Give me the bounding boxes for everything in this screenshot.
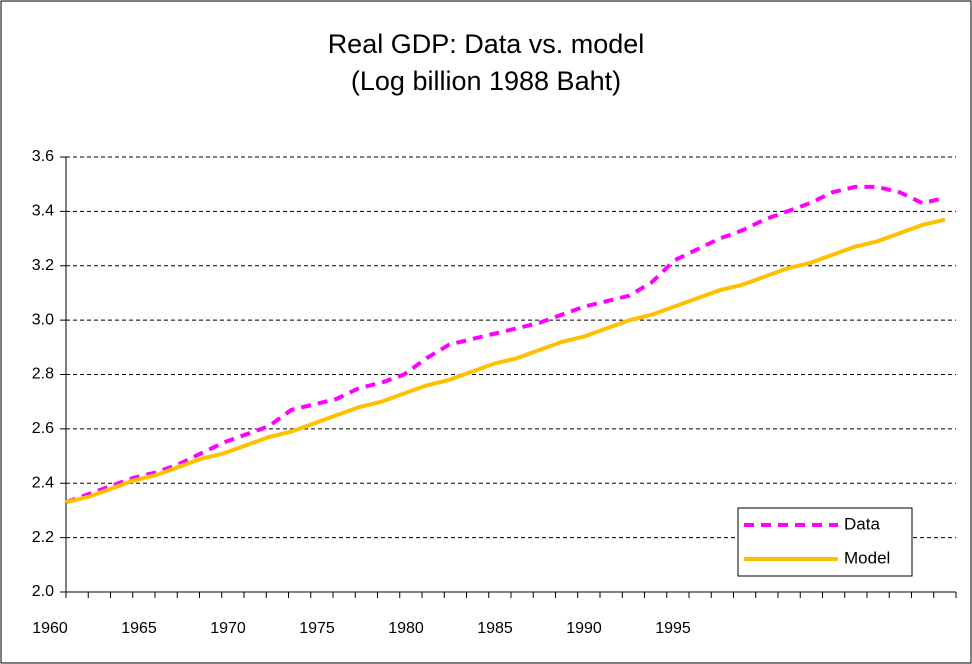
y-tick-label: 2.2 [32, 529, 54, 546]
y-tick-label: 3.4 [32, 203, 54, 220]
y-tick-label: 2.8 [32, 366, 54, 383]
y-tick-label: 2.4 [32, 474, 54, 491]
chart-subtitle: (Log billion 1988 Baht) [351, 66, 621, 96]
y-tick-label: 3.0 [32, 311, 54, 328]
y-tick-label: 3.6 [32, 148, 54, 165]
y-tick-label: 2.0 [32, 583, 54, 600]
x-tick-label: 1965 [121, 620, 157, 637]
x-tick-label: 1975 [299, 620, 335, 637]
chart-title: Real GDP: Data vs. model [328, 29, 645, 59]
y-tick-label: 2.6 [32, 420, 54, 437]
x-tick-label: 1985 [477, 620, 513, 637]
x-tick-label: 1960 [32, 620, 68, 637]
data-line [65, 184, 946, 505]
y-tick-label: 3.2 [32, 257, 54, 274]
legend-label: Data [844, 514, 880, 533]
legend-label: Model [844, 548, 890, 567]
x-tick-label: 1995 [655, 620, 691, 637]
x-tick-label: 1990 [566, 620, 602, 637]
x-tick-label: 1970 [210, 620, 246, 637]
legend-box [737, 507, 913, 577]
data-line [65, 217, 946, 505]
x-tick-label: 1980 [388, 620, 424, 637]
